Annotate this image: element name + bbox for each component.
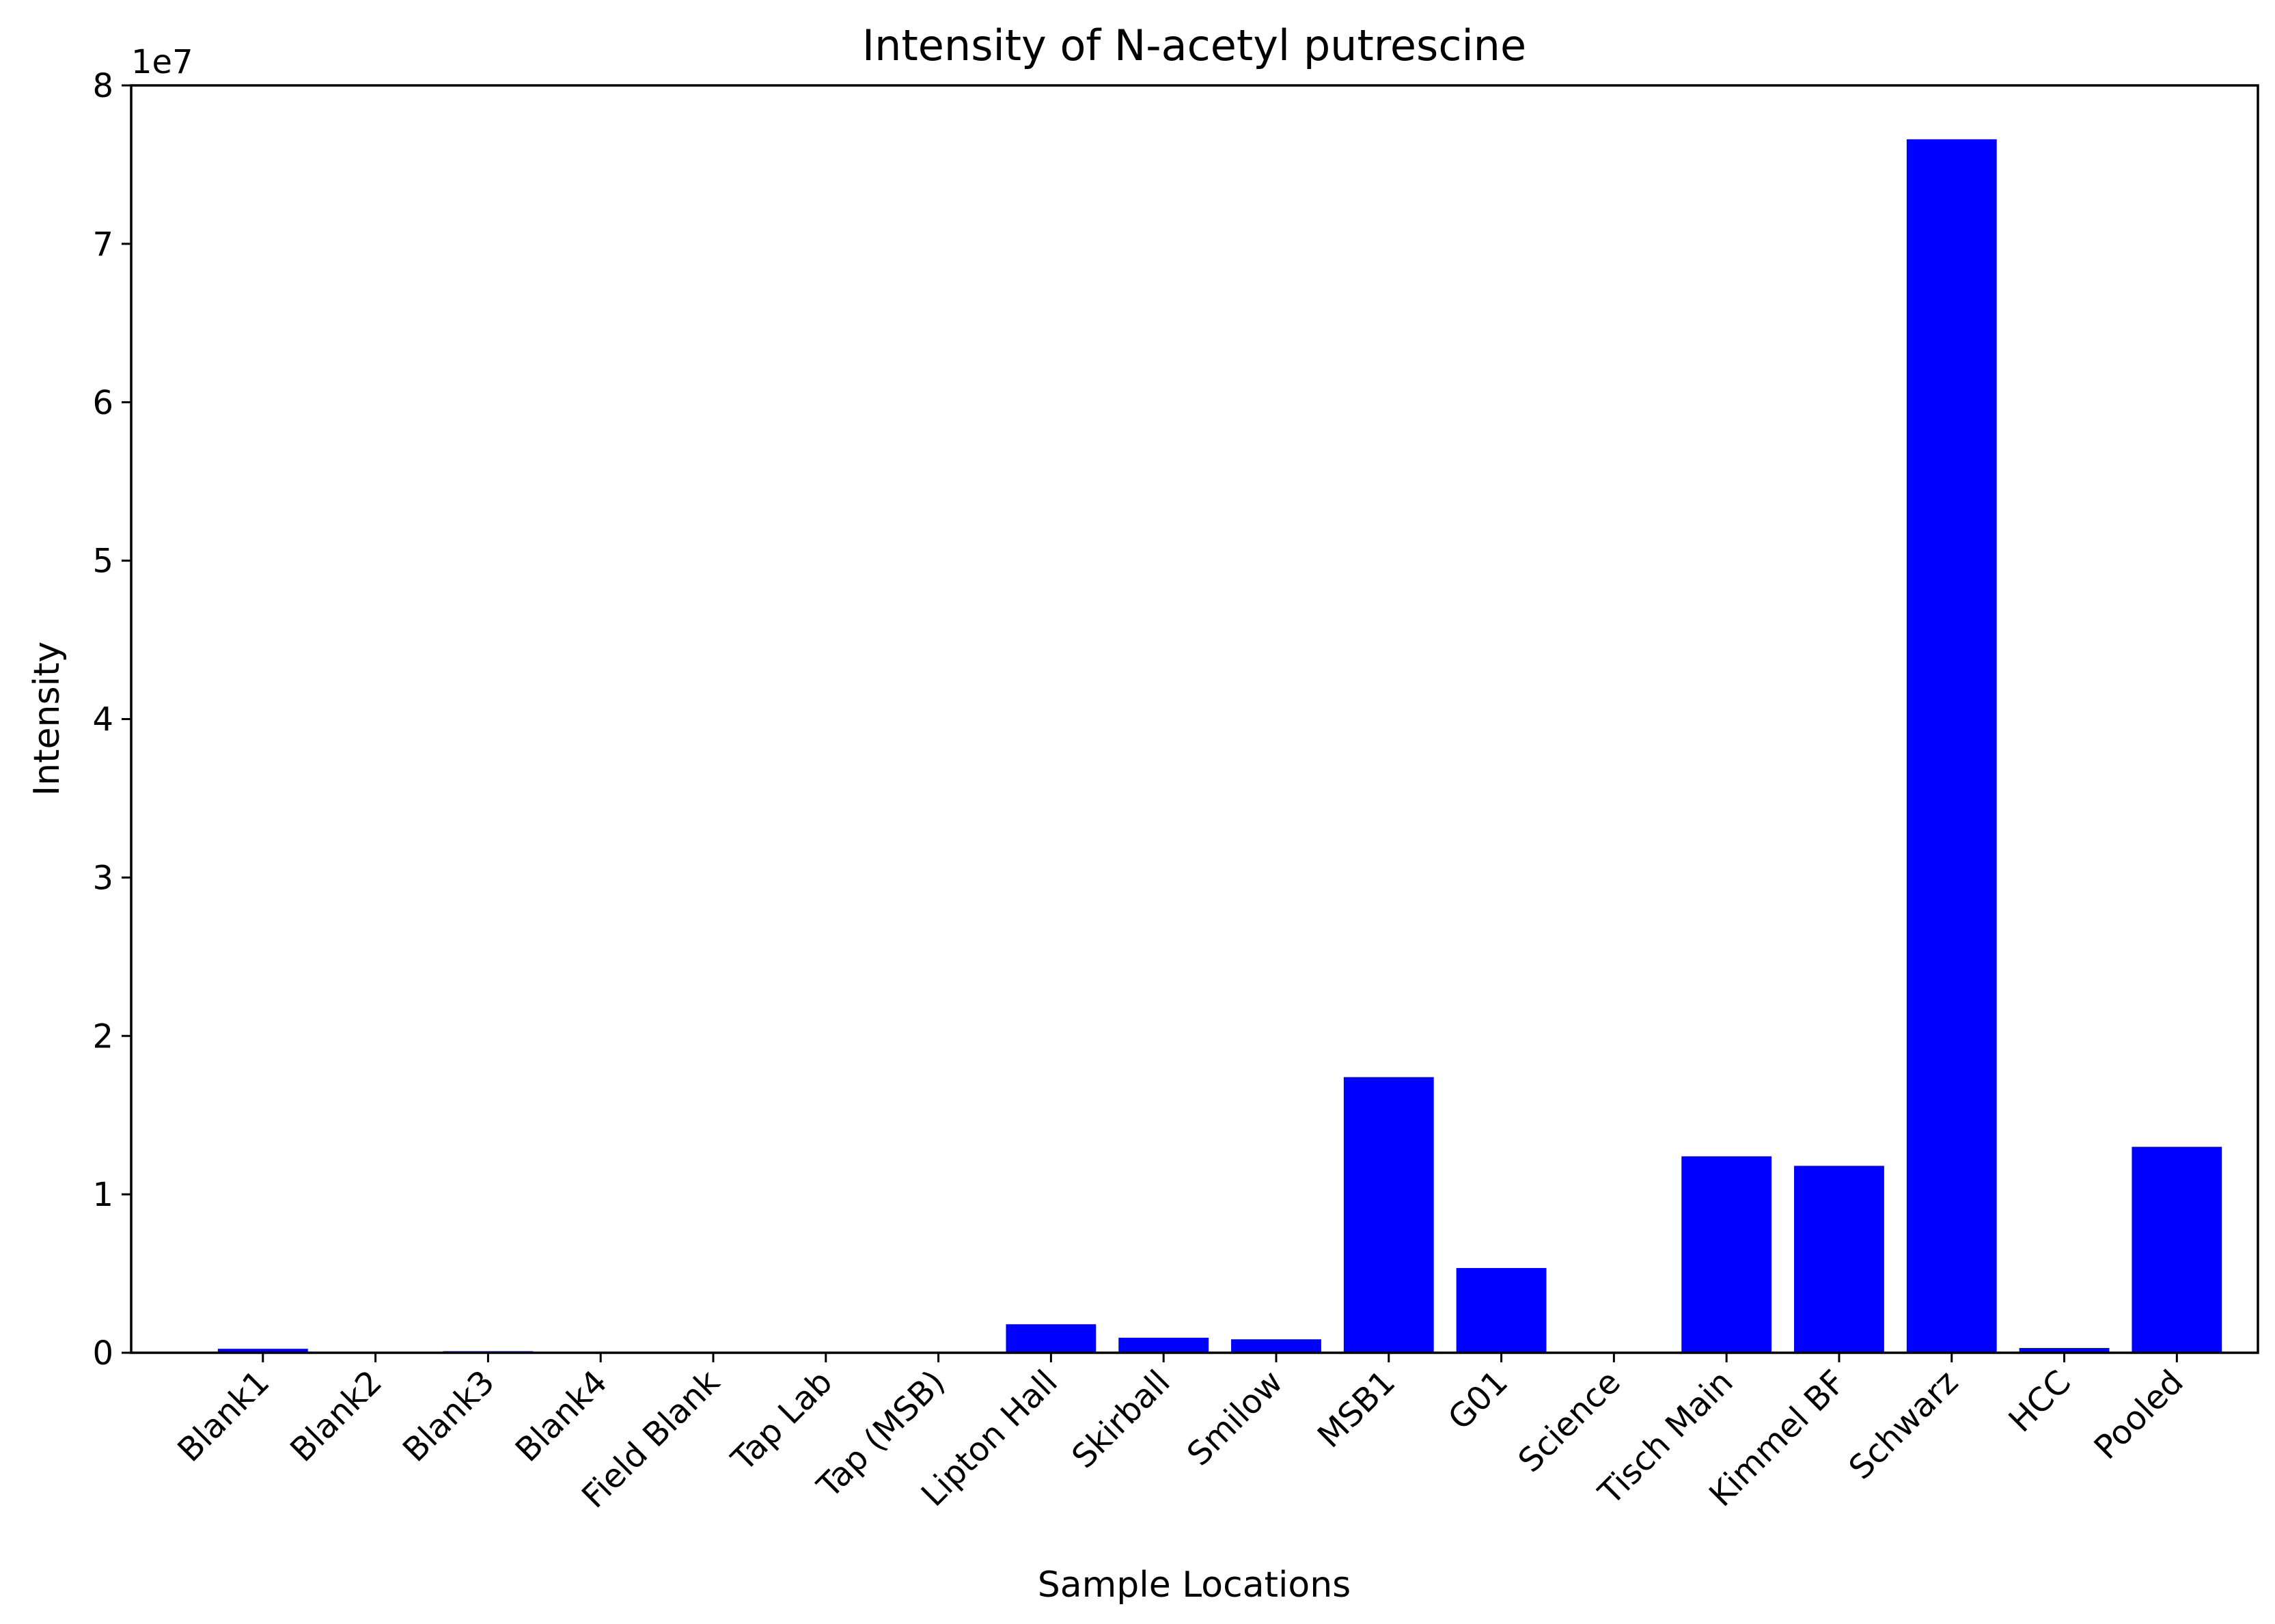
x-tick-label: Blank4	[508, 1363, 615, 1470]
y-axis-offset-label: 1e7	[131, 43, 193, 81]
bar-tisch-main	[1681, 1156, 1772, 1353]
plot-area-frame	[130, 84, 2259, 1354]
x-tick-label: HCC	[2002, 1363, 2079, 1440]
y-axis-ticks: 0 1 2 3 4 5 6 7 8	[92, 67, 131, 1373]
x-tick-label: Pooled	[2087, 1363, 2191, 1467]
chart-title: Intensity of N-acetyl putrescine	[862, 20, 1526, 70]
x-tick-label: Smilow	[1180, 1363, 1291, 1474]
bar-pooled	[2132, 1146, 2222, 1353]
y-tick-label: 3	[92, 859, 113, 897]
bar-msb1	[1343, 1077, 1434, 1353]
x-tick-label: MSB1	[1310, 1363, 1403, 1455]
bar-smilow	[1231, 1339, 1321, 1353]
bar-skirball	[1118, 1337, 1209, 1353]
y-tick-label: 6	[92, 384, 113, 422]
x-axis-label: Sample Locations	[1038, 1565, 1351, 1606]
bar-g01	[1456, 1267, 1547, 1353]
x-tick-label: Schwarz	[1842, 1363, 1966, 1487]
bars-group	[217, 139, 2222, 1353]
x-tick-label: Blank3	[396, 1363, 502, 1470]
bar-kimmel-bf	[1794, 1166, 1884, 1353]
y-tick-label: 7	[92, 225, 113, 264]
bar-lipton-hall	[1006, 1324, 1097, 1353]
x-tick-label: Tap Lab	[723, 1363, 840, 1479]
y-tick-label: 1	[92, 1176, 113, 1214]
bar-schwarz	[1906, 139, 1997, 1353]
x-tick-label: G01	[1441, 1363, 1515, 1437]
y-tick-label: 2	[92, 1017, 113, 1056]
y-tick-label: 8	[92, 67, 113, 105]
x-tick-label: Blank2	[283, 1363, 389, 1470]
x-tick-label: Science	[1511, 1363, 1628, 1480]
y-tick-label: 4	[92, 701, 113, 739]
y-tick-label: 0	[92, 1334, 113, 1373]
y-axis-label: Intensity	[27, 642, 68, 796]
x-tick-label: Blank1	[170, 1363, 277, 1470]
bar-blank1	[217, 1349, 308, 1353]
bar-hcc	[2019, 1348, 2110, 1353]
y-tick-label: 5	[92, 542, 113, 581]
x-tick-label: Skirball	[1064, 1363, 1177, 1476]
